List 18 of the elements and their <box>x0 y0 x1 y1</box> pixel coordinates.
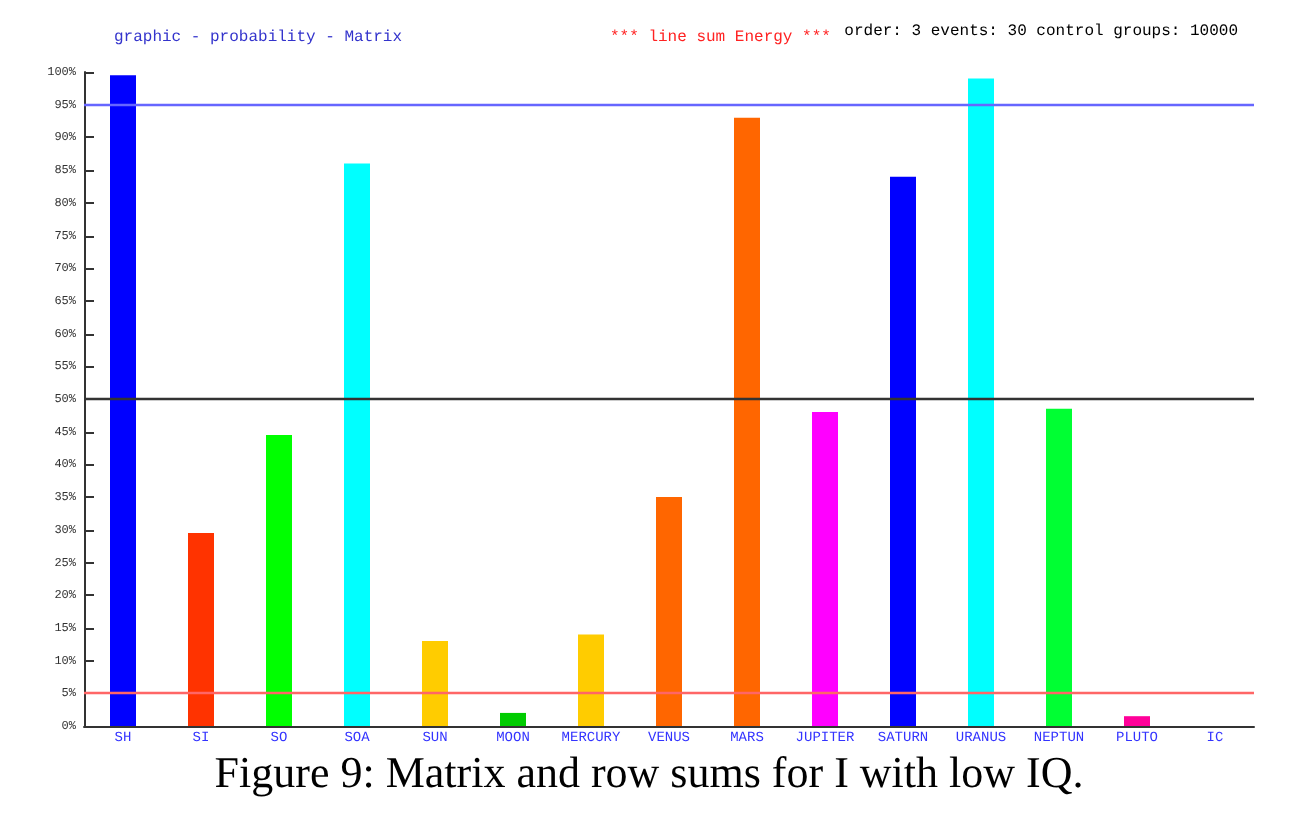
bar <box>188 533 214 726</box>
chart-subtitle: *** line sum Energy *** <box>610 29 831 47</box>
bar <box>1046 408 1072 726</box>
caption: Figure 9: Matrix and row sums for I with low IQ. <box>214 747 1084 797</box>
text: order: 3 events: 30 control groups: 10000 <box>844 23 1239 41</box>
bar <box>578 634 604 726</box>
bar <box>500 712 526 726</box>
bar <box>344 163 370 726</box>
bar <box>422 640 448 726</box>
bar <box>1124 716 1150 726</box>
bar <box>890 176 916 726</box>
bar <box>266 434 292 726</box>
bar <box>110 75 136 726</box>
bar <box>968 78 994 726</box>
chart-title: graphic - probability - Matrix <box>114 29 403 47</box>
bar <box>734 117 760 726</box>
bar <box>812 412 838 726</box>
bar <box>656 497 682 726</box>
